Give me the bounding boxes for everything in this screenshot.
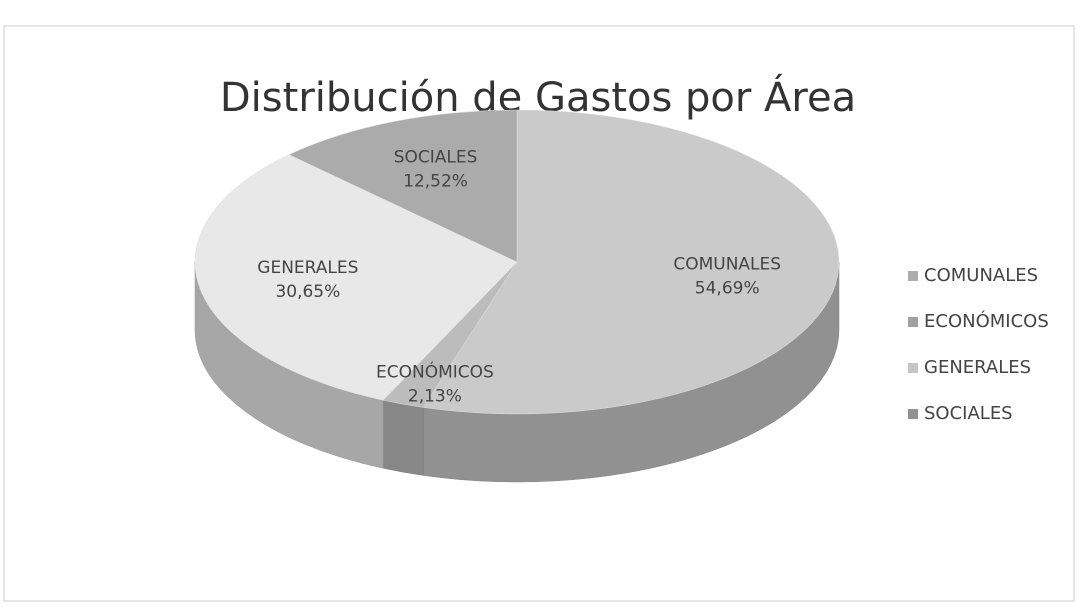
pie-side: [382, 399, 424, 476]
legend-label: COMUNALES: [924, 265, 1038, 286]
pie-slice: [194, 154, 518, 401]
legend-swatch: [908, 409, 918, 419]
legend-label: GENERALES: [924, 357, 1031, 378]
data-label-value: 2,13%: [408, 386, 462, 406]
data-label-value: 12,52%: [403, 171, 468, 191]
data-label-value: 30,65%: [275, 282, 340, 302]
data-label-name: ECONÓMICOS: [376, 360, 494, 382]
legend-label: ECONÓMICOS: [924, 310, 1049, 332]
pie-slice: [288, 109, 518, 263]
data-label-name: SOCIALES: [394, 147, 478, 167]
data-label-name: GENERALES: [257, 258, 358, 278]
data-label-value: 54,69%: [695, 279, 760, 299]
legend-swatch: [908, 317, 918, 327]
data-label-name: COMUNALES: [673, 255, 781, 275]
pie-slice: [422, 109, 840, 415]
legend-swatch: [908, 363, 918, 373]
legend-label: SOCIALES: [924, 403, 1013, 424]
legend-swatch: [908, 271, 918, 281]
